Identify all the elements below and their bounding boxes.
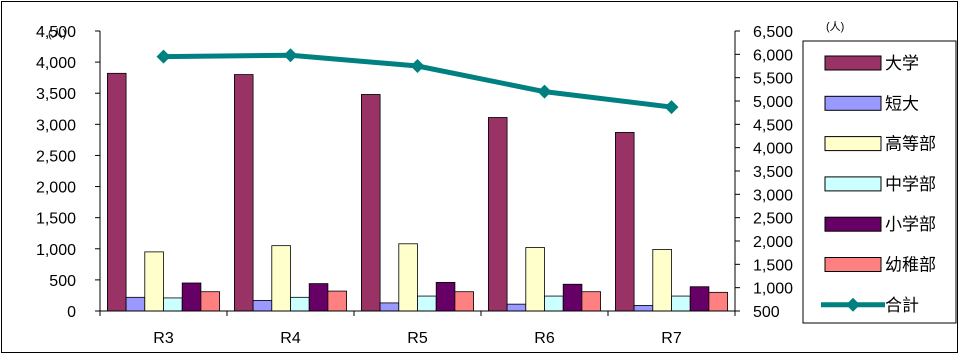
bar (233, 74, 254, 312)
total-line-series (156, 48, 679, 115)
right-axis-tick-label: 5,000 (753, 94, 793, 111)
bar (708, 291, 729, 312)
right-axis-tick-label: 1,500 (753, 257, 793, 274)
bar (271, 245, 291, 312)
bar (107, 72, 127, 312)
left-axis-tick-label: 2,000 (36, 180, 76, 197)
legend-swatch (824, 176, 882, 192)
left-axis-tick-label: 4,000 (36, 55, 76, 72)
right-axis-tick-label: 6,000 (753, 47, 793, 64)
left-axis-tick-label: 0 (67, 304, 76, 321)
bar (144, 251, 164, 312)
total-line-point (410, 59, 425, 73)
right-axis-tick-label: 3,500 (753, 164, 793, 181)
legend-label: 幼稚部 (885, 256, 936, 275)
x-axis-tick-label: R6 (534, 330, 555, 347)
legend-swatch (824, 136, 882, 152)
bar (308, 283, 329, 312)
bar (327, 290, 347, 312)
bar (435, 281, 456, 312)
bar (633, 304, 654, 312)
bar (200, 291, 220, 312)
bar (125, 296, 146, 312)
x-axis-tick-label: R7 (661, 330, 682, 347)
left-axis-tick-label: 1,000 (36, 242, 76, 259)
bar (163, 297, 183, 312)
right-axis: 500 1,000 1,500 2,000 2,500 3,000 3,500 4,000 4,… (734, 24, 793, 321)
bar (562, 283, 583, 312)
legend-swatch (824, 257, 882, 272)
bar (544, 295, 564, 312)
bar (652, 248, 672, 312)
x-axis-tick-label: R3 (153, 330, 174, 347)
left-axis-tick-label: 500 (49, 273, 76, 290)
right-axis-tick-label: 2,500 (753, 211, 793, 228)
legend-swatch (824, 216, 882, 232)
legend-swatch (824, 55, 882, 71)
left-axis-tick-label: 1,500 (36, 211, 76, 228)
legend-label: 中学部 (885, 175, 936, 194)
total-line-point (537, 84, 552, 99)
left-axis-unit: (人) (48, 27, 66, 40)
legend-swatch (824, 95, 882, 111)
x-axis-tick-label: R4 (280, 330, 301, 347)
total-line-point (664, 100, 679, 115)
bar-series (107, 72, 729, 312)
right-axis-tick-label: 5,500 (753, 71, 793, 88)
right-axis-tick-label: 1,000 (753, 281, 793, 298)
right-axis-tick-label: 4,000 (753, 141, 793, 158)
bar (689, 286, 710, 312)
legend-label: 小学部 (885, 215, 936, 234)
bar (252, 300, 273, 312)
left-axis-tick-label: 2,500 (36, 148, 76, 165)
right-axis-tick-label: 4,500 (753, 117, 793, 134)
right-axis-unit: (人) (826, 20, 844, 33)
bar (398, 243, 418, 312)
bar (506, 303, 527, 312)
legend-label: 高等部 (885, 135, 936, 154)
right-axis-tick-label: 500 (753, 304, 780, 321)
legend-label: 大学 (885, 54, 919, 73)
right-axis-tick-label: 6,500 (753, 24, 793, 41)
left-axis-tick-label: 3,000 (36, 117, 76, 134)
legend-line-marker (846, 297, 860, 312)
left-axis-tick-label: 3,500 (36, 86, 76, 103)
total-line-point (156, 49, 171, 64)
left-axis: 0 500 1,000 1,500 2,000 2,500 3,000 3,500 4,000 4… (36, 24, 101, 321)
right-axis-tick-label: 3,000 (753, 187, 793, 204)
bar (454, 291, 474, 312)
right-axis-tick-label: 2,000 (753, 234, 793, 251)
legend-label: 短大 (885, 94, 919, 113)
bar (290, 296, 310, 312)
x-axis-tick-label: R5 (407, 330, 428, 347)
bar (181, 282, 202, 312)
bar (379, 302, 400, 312)
bar (417, 295, 437, 312)
total-line-point (283, 48, 298, 63)
bar (671, 295, 691, 312)
bar (525, 247, 545, 312)
bar (615, 132, 635, 312)
bar (487, 117, 508, 312)
bar (581, 291, 602, 312)
legend-label: 合計 (885, 296, 919, 315)
bar (360, 94, 381, 312)
x-axis: R3 R4 R5 R6 R7 (99, 310, 736, 347)
left-axis-tick-label: 4,500 (36, 24, 76, 41)
